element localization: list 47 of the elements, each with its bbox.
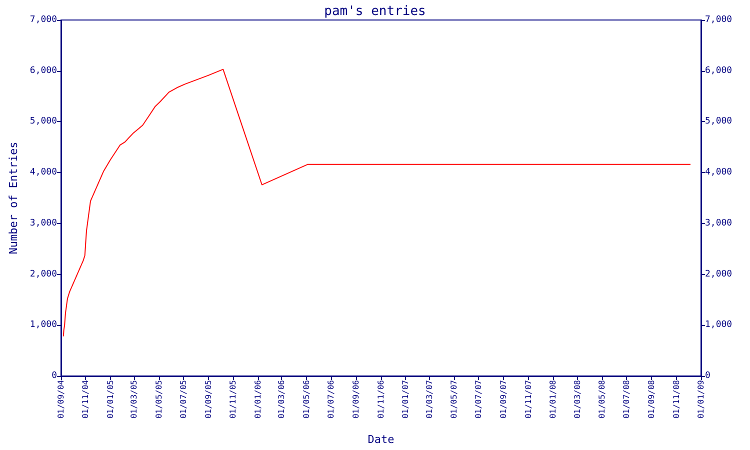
y2-tick-label: 0: [705, 371, 710, 381]
y-tick-label: 3,000: [30, 218, 57, 228]
x-tick-label: 01/11/07: [524, 380, 533, 419]
y-tick-label: 6,000: [30, 66, 57, 76]
x-tick-label: 01/05/05: [154, 380, 164, 419]
y2-tick-label: 3,000: [705, 218, 732, 228]
x-tick-label: 01/11/04: [81, 380, 90, 419]
y-tick-label: 4,000: [30, 168, 57, 178]
y-axis-title: Number of Entries: [7, 142, 20, 254]
x-tick-label: 01/03/05: [130, 380, 139, 419]
x-tick-label: 01/07/08: [622, 380, 632, 419]
x-tick-label: 01/01/07: [400, 380, 410, 419]
x-tick-label: 01/05/08: [597, 380, 606, 419]
x-tick-label: 01/07/05: [178, 380, 188, 419]
y-tick-label: 7,000: [30, 15, 57, 25]
y-tick-label: 2,000: [30, 269, 57, 280]
y-tick-label: 1,000: [30, 320, 57, 330]
x-tick-label: 01/09/04: [56, 380, 66, 419]
y2-tick-label: 4,000: [705, 168, 732, 178]
x-tick-label: 01/01/08: [548, 380, 558, 419]
x-tick-label: 01/09/08: [647, 380, 656, 419]
y2-tick-label: 5,000: [705, 116, 732, 127]
y2-tick-label: 6,000: [705, 66, 732, 76]
y-tick-label: 0: [52, 371, 57, 381]
line-series: [62, 68, 691, 337]
y2-tick-label: 2,000: [705, 269, 732, 280]
x-tick-label: 01/01/09: [696, 380, 706, 419]
y2-tick-label: 7,000: [705, 15, 732, 25]
x-tick-label: 01/11/06: [376, 380, 386, 419]
x-tick-label: 01/03/06: [277, 380, 286, 419]
y2-tick-label: 1,000: [705, 320, 732, 330]
x-tick-label: 01/11/08: [672, 380, 681, 419]
x-axis-title: Date: [368, 433, 394, 446]
x-tick-label: 01/09/06: [352, 380, 361, 419]
x-tick-label: 01/01/05: [106, 380, 115, 419]
x-tick-label: 01/03/08: [572, 380, 582, 419]
x-tick-label: 01/01/06: [253, 380, 262, 419]
x-tick-label: 01/11/05: [228, 380, 238, 419]
y-tick-label: 5,000: [30, 116, 57, 127]
x-tick-label: 01/07/07: [474, 380, 484, 419]
x-tick-label: 01/05/07: [449, 380, 458, 419]
x-tick-label: 01/07/06: [326, 380, 336, 419]
x-tick-label: 01/09/07: [499, 380, 508, 419]
x-tick-label: 01/03/07: [424, 380, 434, 419]
x-tick-label: 01/05/06: [302, 380, 311, 419]
x-tick-label: 01/09/05: [204, 380, 214, 419]
chart-title: pam's entries: [324, 4, 426, 19]
